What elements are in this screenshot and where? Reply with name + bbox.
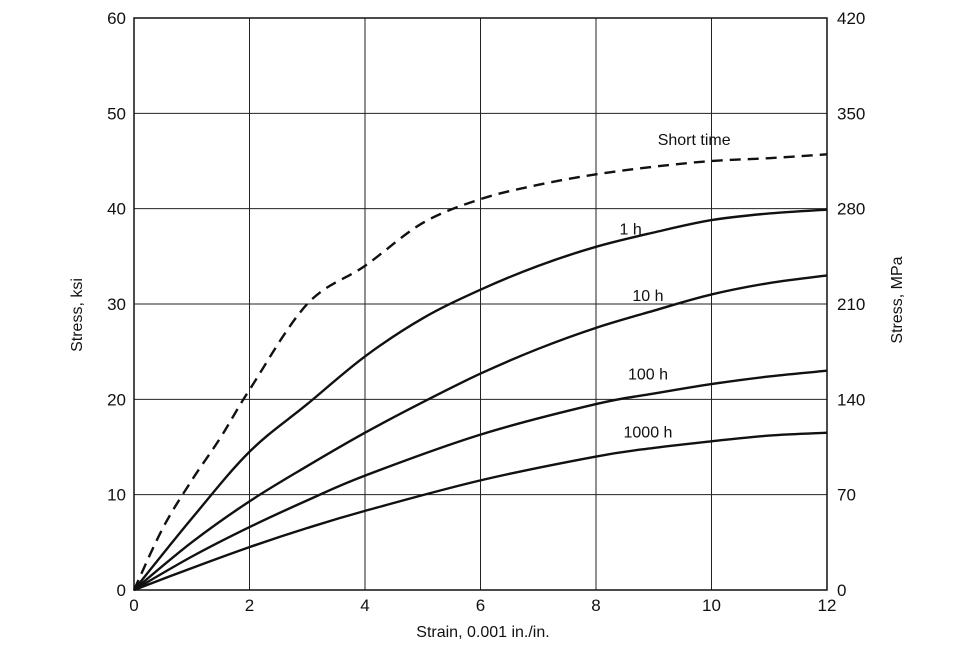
y-tick-label-left: 60 xyxy=(107,9,126,28)
series-label-1-h: 1 h xyxy=(620,221,642,238)
series-label-10-h: 10 h xyxy=(632,288,663,305)
y-tick-label-right: 70 xyxy=(837,486,856,505)
x-tick-label: 10 xyxy=(702,596,721,615)
y-tick-label-left: 20 xyxy=(107,390,126,409)
series-label-100-h: 100 h xyxy=(628,366,668,383)
y-tick-label-right: 280 xyxy=(837,200,865,219)
plot-frame xyxy=(133,17,828,591)
curve-1-h xyxy=(133,208,828,591)
curve-100-h xyxy=(133,369,828,592)
y-tick-label-left: 40 xyxy=(107,200,126,219)
curve-10-h xyxy=(133,274,828,591)
y-tick-label-right: 420 xyxy=(837,9,865,28)
curve-1000-h xyxy=(133,431,828,592)
y-tick-label-right: 0 xyxy=(837,581,846,600)
series-labels: Short time 1 h 10 h 100 h 1000 h xyxy=(620,132,731,442)
y-tick-label-left: 30 xyxy=(107,295,126,314)
x-tick-label: 0 xyxy=(129,596,138,615)
x-tick-label: 8 xyxy=(591,596,600,615)
y-tick-label-right: 210 xyxy=(837,295,865,314)
x-tick-label: 6 xyxy=(476,596,485,615)
x-axis-title: Strain, 0.001 in./in. xyxy=(416,624,549,641)
grid-lines xyxy=(134,18,827,590)
x-tick-label: 4 xyxy=(360,596,369,615)
y-axis-title-right: Stress, MPa xyxy=(889,256,906,343)
y-tick-label-right: 140 xyxy=(837,390,865,409)
x-tick-label: 12 xyxy=(818,596,837,615)
series-label-short-time: Short time xyxy=(658,132,731,149)
data-curves xyxy=(132,153,828,592)
y-tick-label-left: 50 xyxy=(107,104,126,123)
x-tick-label: 2 xyxy=(245,596,254,615)
y-tick-label-right: 350 xyxy=(837,104,865,123)
y-tick-label-left: 10 xyxy=(107,486,126,505)
y-axis-title-left: Stress, ksi xyxy=(69,278,86,352)
series-label-1000-h: 1000 h xyxy=(624,424,673,441)
y-tick-label-left: 0 xyxy=(117,581,126,600)
